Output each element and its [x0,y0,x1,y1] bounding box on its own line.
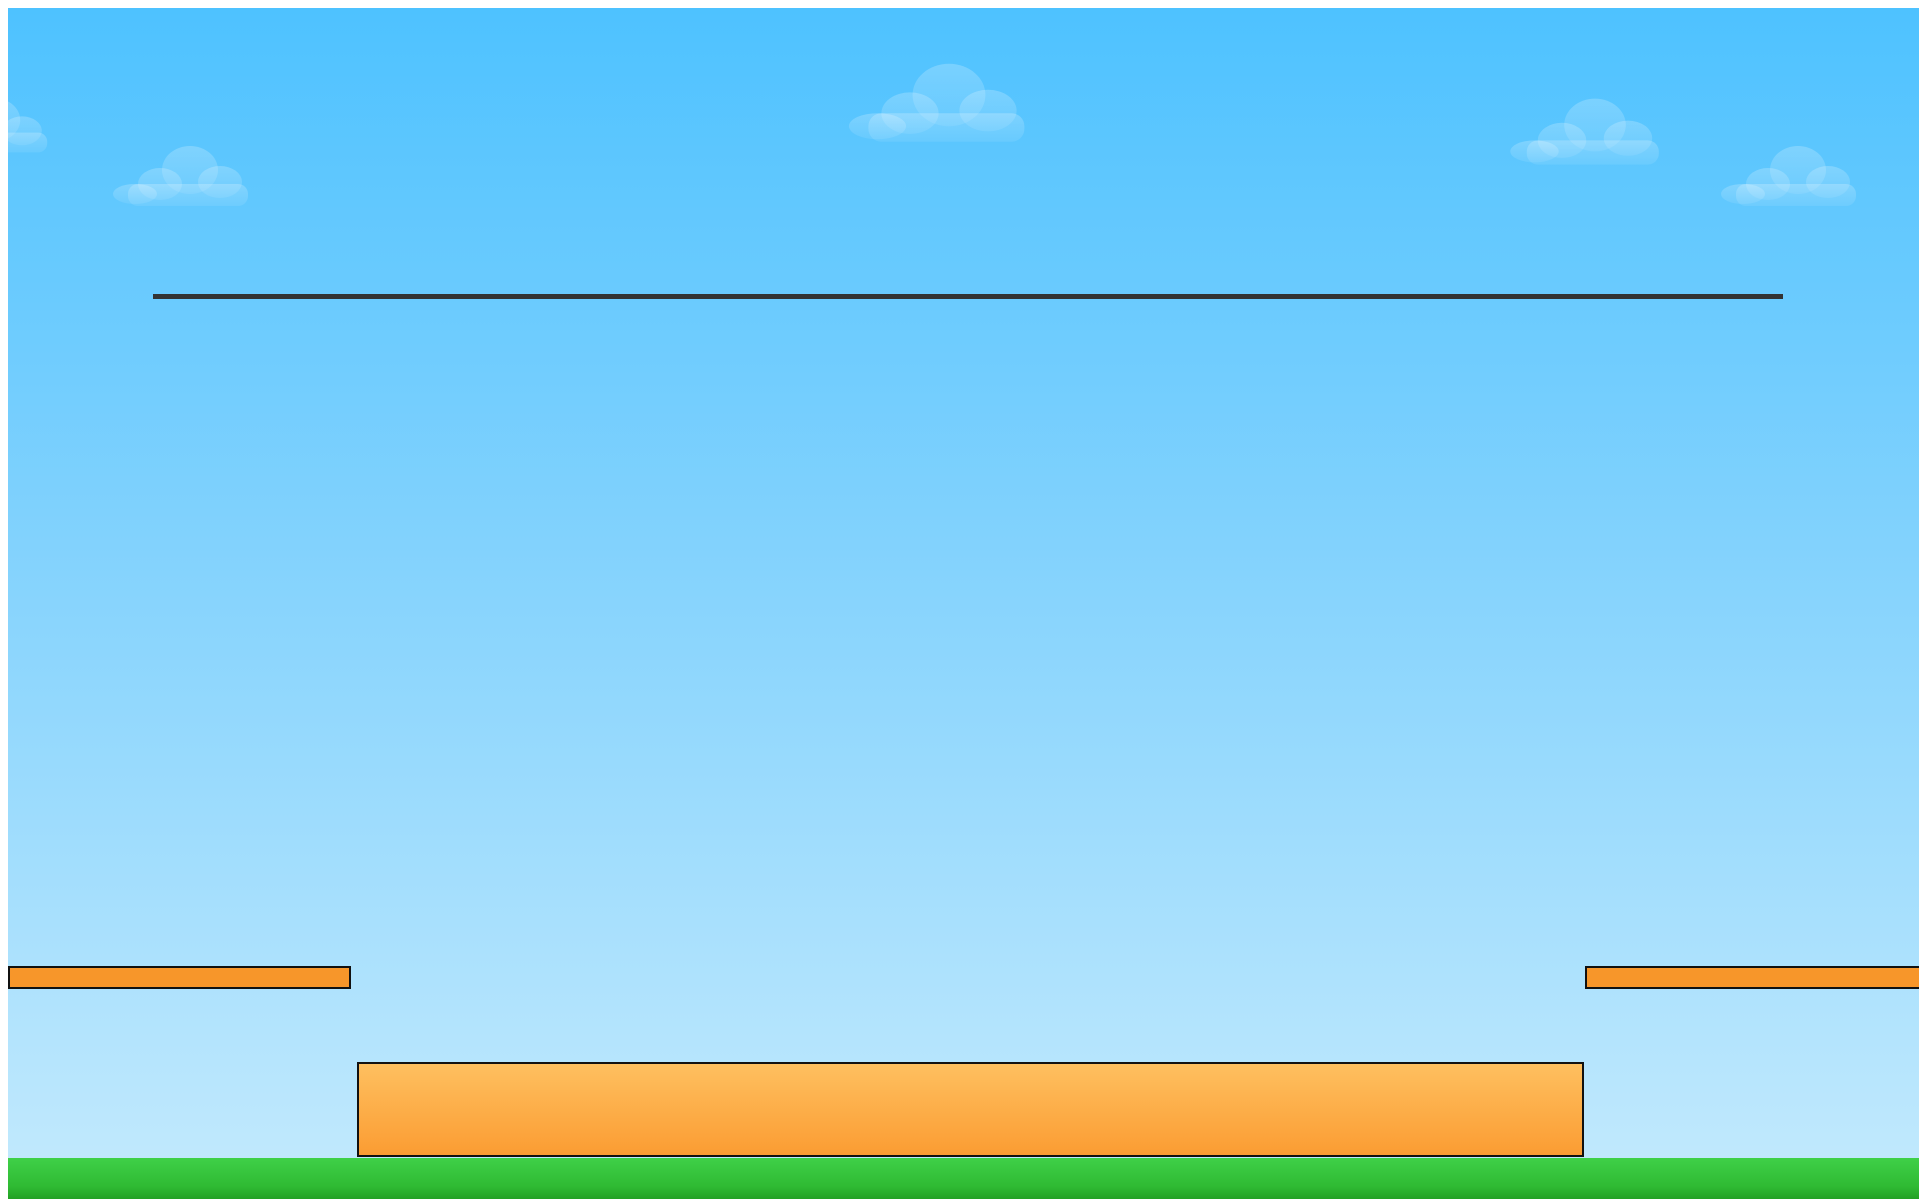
sky [8,8,1919,1199]
platform-right [1586,967,1919,988]
page: (() => { const data = JSON.parse(documen… [0,0,1919,1199]
box-platform [358,1063,1583,1156]
ground [8,1158,1919,1199]
platform-left [9,967,350,988]
game-scene [0,0,1919,1199]
rope-line [153,294,1783,299]
